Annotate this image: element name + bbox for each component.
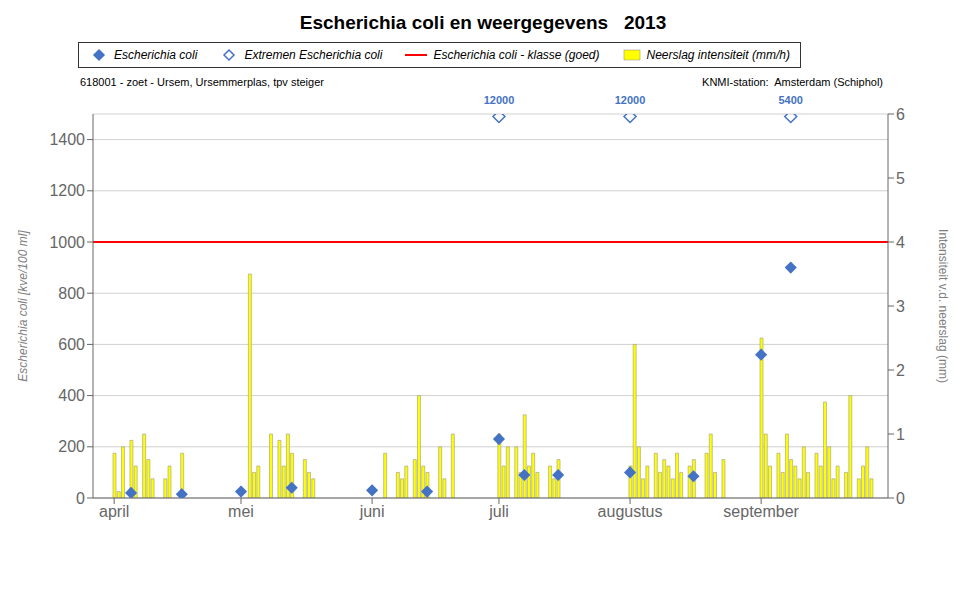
svg-text:1000: 1000 <box>49 234 85 251</box>
svg-text:200: 200 <box>58 438 85 455</box>
svg-text:800: 800 <box>58 285 85 302</box>
svg-text:Escherichia coli [kve/100 ml]: Escherichia coli [kve/100 ml] <box>16 230 30 382</box>
html-text:Escherichia coli: Escherichia coli <box>114 48 198 62</box>
svg-text:0: 0 <box>76 490 85 507</box>
svg-text:400: 400 <box>58 387 85 404</box>
svg-text:april: april <box>99 503 129 520</box>
svg-text:12000: 12000 <box>615 94 646 106</box>
svg-text:mei: mei <box>228 503 254 520</box>
svg-text:augustus: augustus <box>598 503 663 520</box>
svg-text:5: 5 <box>896 170 905 187</box>
html-text:Extremen Escherichia coli: Extremen Escherichia coli <box>244 48 383 62</box>
svg-text:4: 4 <box>896 234 905 251</box>
svg-text:6: 6 <box>896 106 905 123</box>
svg-text:september: september <box>723 503 799 520</box>
html-text:Neerslag intensiteit (mm/h): Neerslag intensiteit (mm/h) <box>646 48 790 62</box>
html-text:Escherichia coli en weergegeve: Escherichia coli en weergegevens 2013 <box>299 12 667 33</box>
svg-text:0: 0 <box>896 490 905 507</box>
svg-text:Intensiteit v.d. neerslag (mm): Intensiteit v.d. neerslag (mm) <box>936 229 950 383</box>
svg-text:12000: 12000 <box>484 94 515 106</box>
html-text:618001 - zoet - Ursem, Ursemme: 618001 - zoet - Ursem, Ursemmerplas, tpv… <box>80 76 324 88</box>
svg-text:2: 2 <box>896 362 905 379</box>
svg-text:juli: juli <box>488 503 509 520</box>
svg-text:1: 1 <box>896 426 905 443</box>
svg-text:600: 600 <box>58 336 85 353</box>
svg-text:juni: juni <box>359 503 385 520</box>
svg-text:3: 3 <box>896 298 905 315</box>
html-text:KNMI-station: Amsterdam (Schip: KNMI-station: Amsterdam (Schiphol) <box>702 76 883 88</box>
svg-text:5400: 5400 <box>778 94 802 106</box>
html-text:Escherichia coli - klasse (goe: Escherichia coli - klasse (goed) <box>433 48 600 62</box>
svg-text:1200: 1200 <box>49 182 85 199</box>
svg-text:1400: 1400 <box>49 131 85 148</box>
